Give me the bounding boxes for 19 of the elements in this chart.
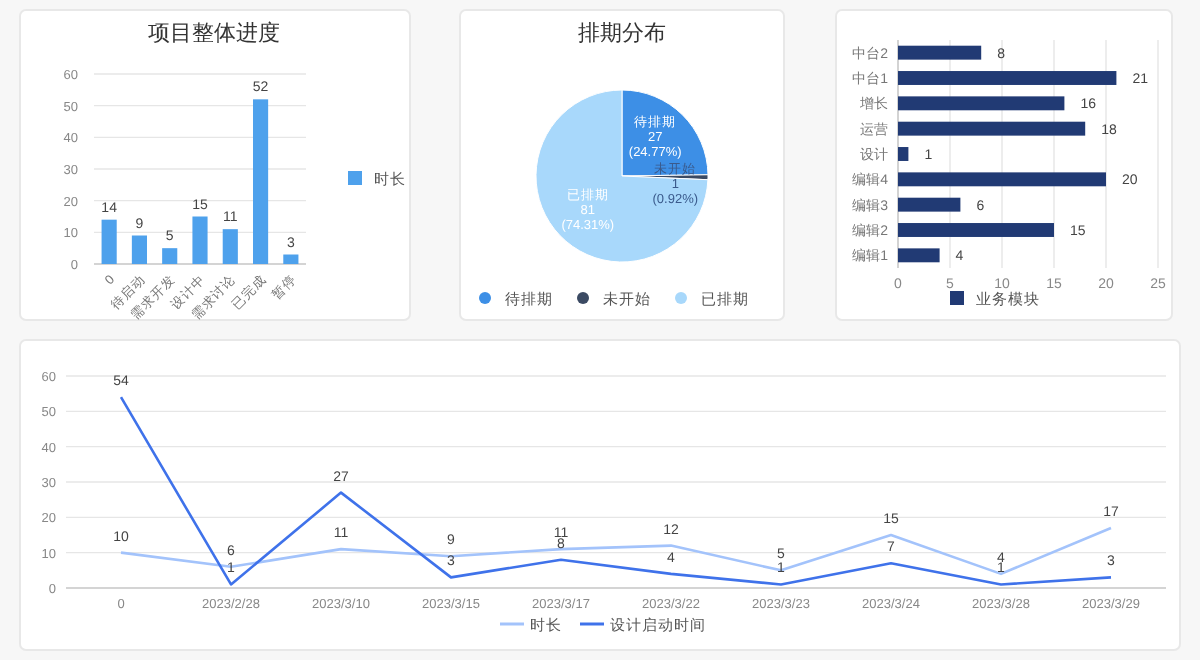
bar [222,229,238,264]
bar [898,147,909,161]
bar [898,248,940,263]
bar [898,197,961,212]
bar [192,216,208,264]
chart-title: 项目整体进度 [148,20,280,46]
bar [131,235,147,264]
bar [898,71,1117,85]
chart-title: 排期分布 [578,22,666,46]
bar [898,172,1106,187]
bar [898,223,1054,237]
pie-slice [535,89,709,263]
bar [253,99,269,264]
bar [101,219,117,264]
bar [898,121,1086,136]
bar [898,96,1065,111]
bar [162,248,178,264]
bar [898,45,982,60]
bar [283,254,299,264]
